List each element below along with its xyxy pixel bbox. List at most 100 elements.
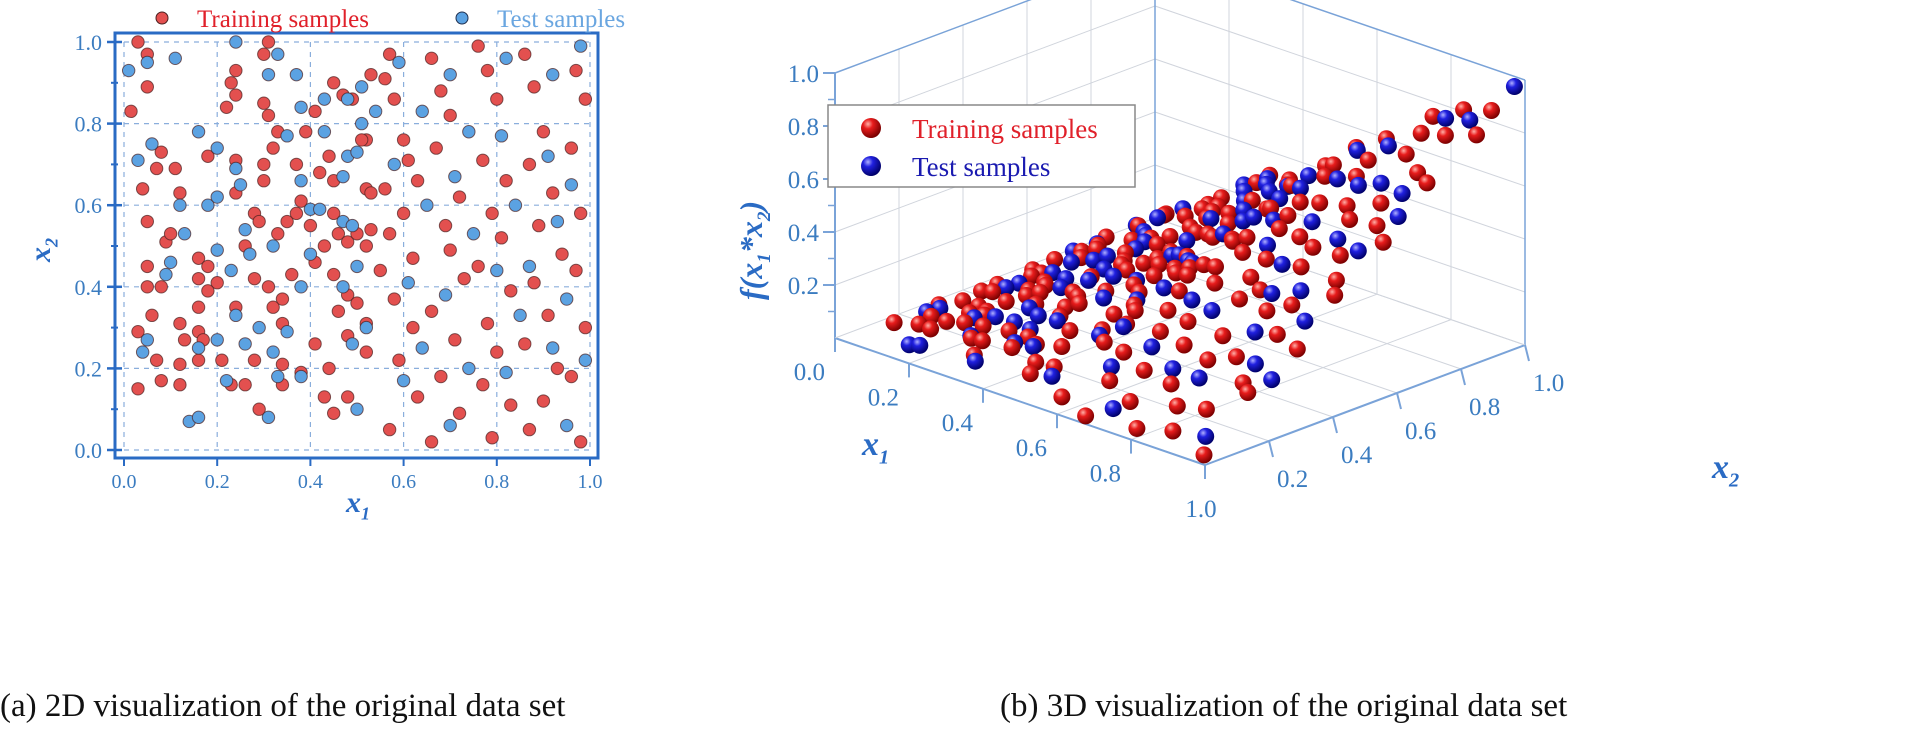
x2-axis-3d	[1204, 344, 1526, 466]
training-point-2d	[145, 308, 159, 323]
training-point-2d	[541, 308, 555, 323]
training-point-2d	[480, 63, 495, 78]
x-tick-label-2d: 0.8	[484, 471, 509, 493]
test-point-2d	[336, 169, 350, 184]
training-point-2d	[406, 251, 420, 265]
training-point-2d	[275, 292, 290, 306]
test-point-2d	[140, 55, 155, 70]
training-point-2d	[373, 263, 387, 278]
test-sphere-3d	[1273, 255, 1291, 273]
test-point-2d	[294, 369, 308, 384]
x-tick-label-2d: 0.4	[298, 471, 323, 493]
legend-test-marker-3d	[861, 156, 881, 176]
y-tick-label-2d: 0.6	[75, 193, 103, 218]
training-point-2d	[569, 63, 583, 78]
test-point-2d	[313, 202, 327, 216]
x1-axis-label-3d: x1	[861, 426, 889, 469]
test-point-2d	[490, 263, 504, 278]
training-point-2d	[261, 108, 276, 123]
test-point-2d	[233, 178, 248, 192]
test-sphere-3d	[1178, 232, 1196, 250]
x1-tick-label-3d: 0.6	[1016, 435, 1047, 462]
test-point-2d	[345, 337, 360, 351]
test-sphere-3d	[1062, 253, 1080, 271]
training-sphere-3d	[1178, 266, 1196, 284]
test-point-2d	[546, 67, 560, 82]
training-point-2d	[387, 292, 401, 306]
training-point-2d	[313, 165, 327, 180]
x1-tick-label-3d: 0.8	[1090, 461, 1121, 488]
training-point-2d	[229, 63, 243, 78]
training-point-2d	[364, 186, 378, 200]
training-point-2d	[257, 174, 271, 188]
training-point-2d	[396, 133, 411, 147]
test-point-2d	[317, 125, 332, 139]
training-point-2d	[173, 378, 187, 392]
training-point-2d	[518, 47, 532, 61]
legend-training-marker-2d	[155, 11, 169, 25]
training-sphere-3d	[1145, 267, 1163, 285]
legend-test-label-2d: Test samples	[497, 6, 625, 33]
test-point-2d	[494, 129, 509, 143]
test-sphere-3d	[1389, 208, 1407, 226]
training-sphere-3d	[922, 320, 940, 338]
training-point-2d	[434, 84, 448, 98]
training-sphere-3d	[1270, 220, 1288, 238]
training-point-2d	[173, 316, 187, 331]
y-tick-label-2d: 0.2	[75, 356, 103, 381]
training-point-2d	[173, 186, 187, 200]
training-point-2d	[201, 149, 215, 163]
z-tick-label-3d: 0.8	[788, 114, 819, 141]
training-sphere-3d	[1003, 339, 1021, 357]
test-point-2d	[573, 39, 588, 53]
training-point-2d	[247, 271, 262, 286]
training-point-2d	[532, 218, 546, 233]
test-sphere-3d	[997, 279, 1015, 297]
test-sphere-3d	[1202, 210, 1220, 228]
test-point-2d	[177, 227, 192, 241]
training-point-2d	[308, 337, 322, 351]
test-point-2d	[513, 308, 527, 323]
x1-tick-label-3d: 0.4	[942, 410, 974, 437]
test-sphere-3d	[1155, 279, 1173, 297]
training-point-2d	[359, 345, 374, 359]
training-sphere-3d	[1242, 268, 1260, 286]
training-point-2d	[317, 239, 332, 253]
x1-tick-label-3d: 0.0	[794, 359, 825, 386]
test-point-2d	[560, 418, 574, 433]
test-point-2d	[294, 280, 308, 294]
x-tick-label-2d: 0.2	[205, 471, 230, 493]
grid-line-3d	[1290, 0, 1526, 81]
training-point-2d	[457, 271, 471, 286]
caption-a: (a) 2D visualization of the original dat…	[0, 688, 566, 724]
training-point-2d	[536, 394, 551, 408]
training-sphere-3d	[1162, 375, 1180, 393]
test-point-2d	[294, 100, 308, 114]
training-point-2d	[387, 92, 401, 106]
training-point-2d	[322, 149, 336, 163]
x2-tick-3d	[1396, 392, 1402, 410]
z-tick-label-3d: 0.6	[788, 167, 819, 194]
training-sphere-3d	[1341, 211, 1359, 229]
training-point-2d	[280, 214, 294, 229]
test-sphere-3d	[1328, 170, 1346, 188]
training-point-2d	[131, 35, 145, 49]
test-point-2d	[210, 243, 224, 257]
x-tick-label-2d: 0.0	[112, 471, 137, 493]
legend-test-marker-2d	[455, 11, 469, 25]
training-point-2d	[555, 247, 569, 261]
test-sphere-3d	[911, 336, 929, 354]
x2-axis-label-3d: x2	[1711, 449, 1739, 492]
training-point-2d	[504, 398, 518, 412]
test-point-2d	[252, 320, 266, 335]
training-sphere-3d	[1283, 296, 1301, 314]
test-point-2d	[368, 104, 383, 119]
test-sphere-3d	[1259, 236, 1276, 254]
training-point-2d	[224, 76, 238, 90]
training-sphere-3d	[1207, 258, 1224, 276]
training-sphere-3d	[1327, 271, 1345, 289]
training-point-2d	[285, 267, 299, 282]
test-point-2d	[266, 239, 280, 253]
training-point-2d	[173, 357, 187, 372]
test-sphere-3d	[1303, 213, 1321, 231]
